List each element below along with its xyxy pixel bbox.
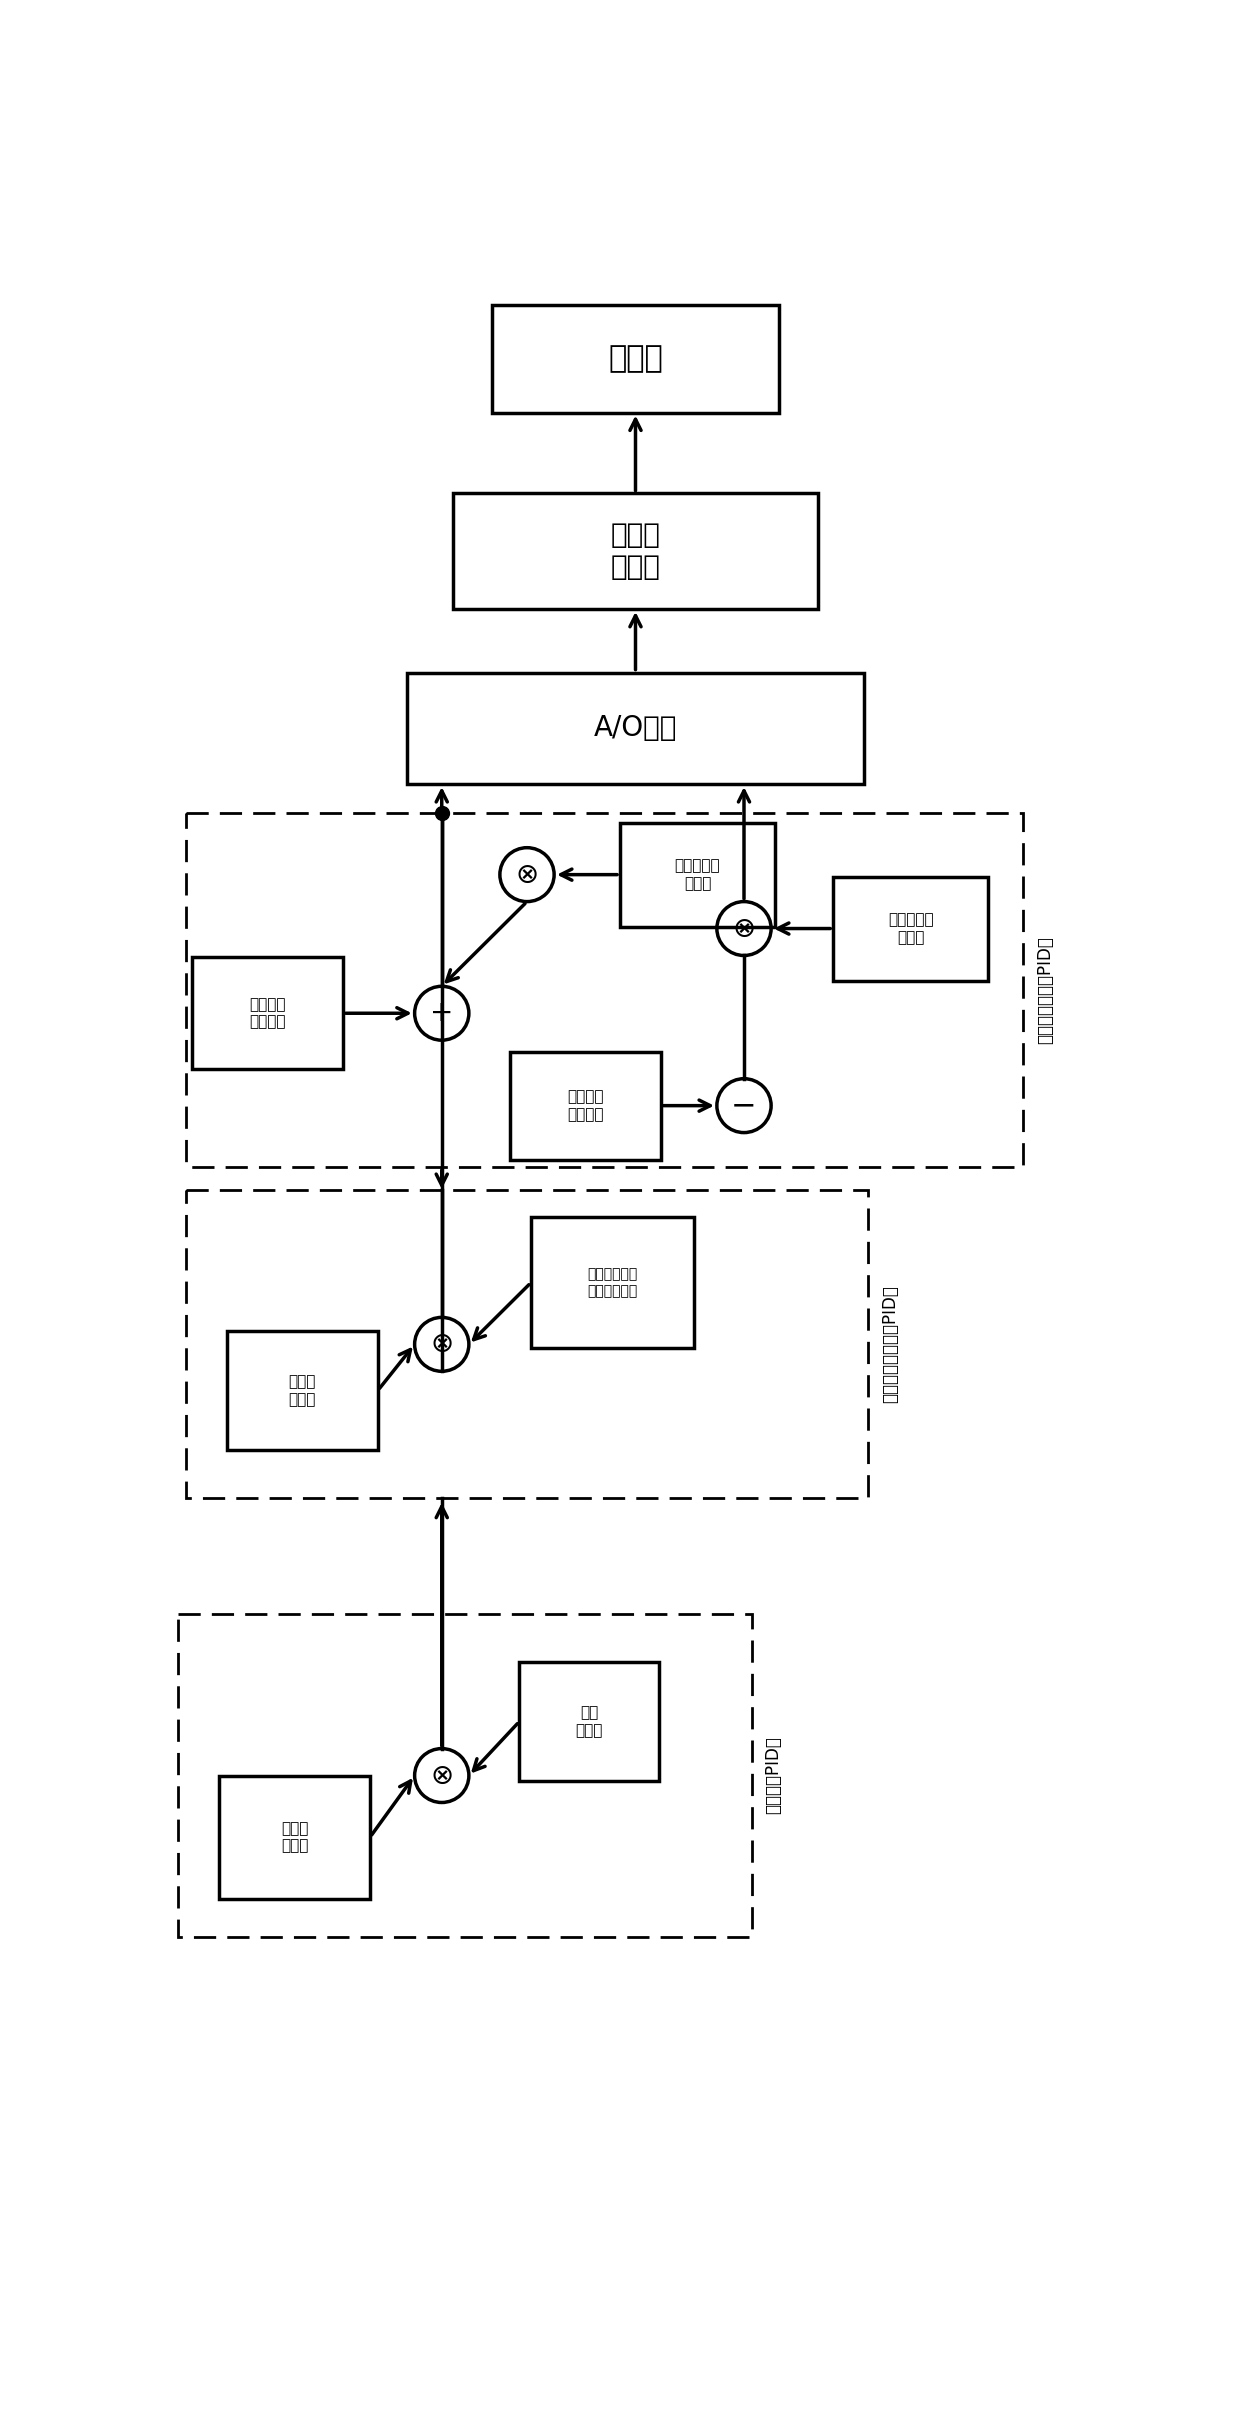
Text: 液压缸压力控制PID环: 液压缸压力控制PID环	[1035, 936, 1054, 1044]
Bar	[620, 822, 775, 926]
Bar	[407, 673, 864, 784]
Bar	[531, 1218, 693, 1348]
Text: ⊗: ⊗	[430, 1761, 454, 1790]
Text: 液压缸
位移差: 液压缸 位移差	[289, 1375, 316, 1406]
Text: 张力
传感量: 张力 传感量	[575, 1705, 603, 1737]
Text: ⊗: ⊗	[733, 914, 755, 943]
Text: 固定辊
平衡位: 固定辊 平衡位	[280, 1821, 309, 1852]
Text: 压力传感器
压力差: 压力传感器 压力差	[888, 912, 934, 946]
Bar	[520, 1662, 658, 1782]
Bar	[833, 876, 988, 982]
Text: 液压缸伸出位移量PID环: 液压缸伸出位移量PID环	[880, 1286, 899, 1404]
Text: 压力传感器
压力差: 压力传感器 压力差	[675, 859, 720, 890]
Bar	[510, 1052, 661, 1160]
Bar	[186, 1192, 868, 1498]
Text: 液压站: 液压站	[608, 345, 663, 374]
Text: −: −	[732, 1090, 756, 1119]
Bar	[186, 813, 1023, 1167]
Text: 右液压缸
压力设置: 右液压缸 压力设置	[567, 1090, 604, 1122]
Text: +: +	[430, 999, 454, 1028]
Text: 左、右液压缸
位移传感器差: 左、右液压缸 位移传感器差	[587, 1269, 637, 1298]
Text: ⊗: ⊗	[430, 1331, 454, 1358]
Text: 左液压缸
压力设置: 左液压缸 压力设置	[249, 996, 285, 1030]
Bar	[219, 1775, 370, 1898]
Text: 钢带张量PID环: 钢带张量PID环	[764, 1737, 782, 1814]
Bar	[227, 1331, 378, 1450]
Bar	[454, 494, 817, 608]
Bar	[492, 304, 779, 412]
Text: A/O模块: A/O模块	[594, 714, 677, 743]
Bar	[179, 1614, 751, 1937]
Text: ⊗: ⊗	[516, 861, 538, 888]
Text: 各电磁
比例阀: 各电磁 比例阀	[610, 521, 661, 581]
Bar	[192, 958, 343, 1069]
